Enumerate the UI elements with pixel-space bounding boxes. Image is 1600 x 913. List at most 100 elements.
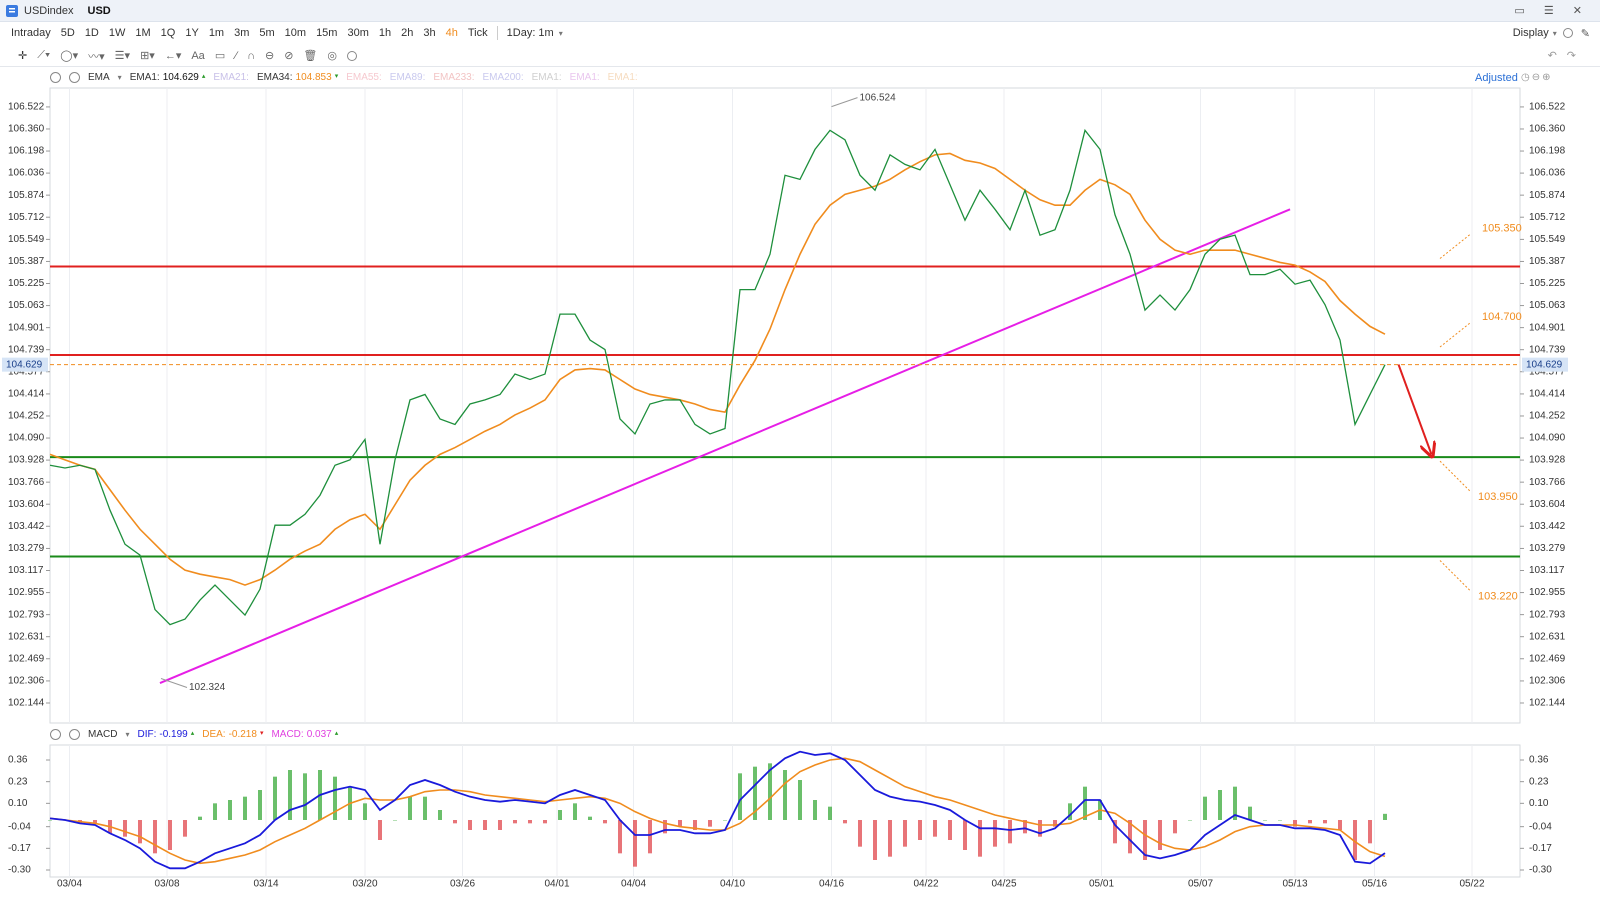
macd-bar <box>888 820 892 857</box>
wave-tool[interactable]: 〰▾ <box>88 50 105 63</box>
macd-bar <box>1203 796 1207 820</box>
period-tab[interactable]: 5m <box>259 27 275 39</box>
macd-bar <box>528 820 532 824</box>
legend-entry[interactable]: EMA200: <box>483 72 524 83</box>
macd-bar <box>948 820 952 840</box>
legend-name: DEA: <box>202 729 226 740</box>
y-tick-label: 105.063 <box>8 300 45 311</box>
close-icon[interactable] <box>69 729 80 740</box>
macd-bar <box>453 820 457 824</box>
adjusted-toggle[interactable]: Adjusted <box>1475 72 1518 84</box>
settings-icon[interactable] <box>50 729 61 740</box>
macd-bar <box>873 820 877 860</box>
period-tab[interactable]: 1Q <box>160 27 176 39</box>
legend-entry[interactable]: EMA1: <box>608 72 638 83</box>
panel-controls[interactable]: ◷⊖⊕ <box>1521 72 1553 83</box>
macd-bar <box>1008 820 1012 844</box>
crosshair-tool[interactable]: ✛ <box>18 50 28 62</box>
fib-tool[interactable]: ☰▾ <box>114 50 131 62</box>
macd-bar <box>1083 786 1087 820</box>
y-tick-label: 0.23 <box>8 776 28 787</box>
period-tab[interactable]: 3m <box>234 27 250 39</box>
delete-tool[interactable]: 🗑 <box>303 50 318 62</box>
period-tab[interactable]: 1M <box>135 27 151 39</box>
lock-tool[interactable]: ⊖ <box>264 50 275 62</box>
display-menu[interactable]: Display <box>1512 27 1549 39</box>
shape-tool[interactable]: ◯▾ <box>60 50 79 62</box>
y-tick-label: 102.793 <box>1529 609 1566 620</box>
y-tick-label: 105.063 <box>1529 300 1566 311</box>
series-line <box>49 152 1386 586</box>
legend-entry[interactable]: EMA1: <box>570 72 600 83</box>
edit-icon[interactable]: ✎ <box>1580 27 1590 40</box>
period-tab[interactable]: 1Y <box>185 27 199 39</box>
indicator-name[interactable]: MACD <box>88 729 118 740</box>
period-tab[interactable]: 15m <box>316 27 338 39</box>
legend-entry[interactable]: DEA: -0.218 ▾ <box>202 729 263 740</box>
legend-name: MACD: <box>271 729 304 740</box>
period-tab[interactable]: 3h <box>423 27 436 39</box>
period-tab[interactable]: 5D <box>60 27 75 39</box>
legend-entry[interactable]: EMA233: <box>433 72 474 83</box>
x-tick-label: 05/13 <box>1282 879 1307 890</box>
settings-icon[interactable] <box>1562 28 1573 38</box>
legend-name: EMA1: <box>531 72 562 83</box>
y-tick-label: 105.874 <box>1529 190 1566 201</box>
settings-icon[interactable] <box>50 72 61 83</box>
x-tick-label: 04/22 <box>913 879 938 890</box>
y-tick-label: 105.549 <box>8 234 45 245</box>
period-tab[interactable]: 1m <box>208 27 225 39</box>
window-controls[interactable]: ▭ ☰ ✕ <box>1514 5 1590 17</box>
arrow-tool[interactable]: ←▾ <box>164 50 182 62</box>
y-tick-label: 105.712 <box>8 212 45 223</box>
pen-tool[interactable]: ∕ <box>235 49 238 62</box>
eye-tool[interactable]: ◎ <box>327 50 337 62</box>
legend-entry[interactable]: EMA89: <box>390 72 426 83</box>
macd-bar <box>168 820 172 850</box>
period-tab[interactable]: 1W <box>108 27 126 39</box>
close-icon[interactable] <box>69 72 80 83</box>
period-tab[interactable]: Intraday <box>11 27 51 39</box>
legend-entry[interactable]: MACD: 0.037 ▴ <box>271 729 338 740</box>
period-tab[interactable]: 4h <box>445 27 458 39</box>
period-tab[interactable]: 2h <box>401 27 414 39</box>
macd-bar <box>213 803 217 820</box>
period-tab[interactable]: Tick <box>467 27 488 39</box>
legend-entry[interactable]: DIF: -0.199 ▴ <box>137 729 194 740</box>
period-tab[interactable]: 30m <box>347 27 369 39</box>
last-price-box <box>2 357 48 372</box>
y-tick-label: 103.279 <box>8 543 45 554</box>
legend-entry[interactable]: EMA1: 104.629 ▴ <box>130 72 206 83</box>
y-tick-label: 102.469 <box>8 653 45 664</box>
macd-bar <box>1233 786 1237 820</box>
period-tab[interactable]: 1D <box>84 27 99 39</box>
hide-tool[interactable]: ⊘ <box>284 50 294 62</box>
measure-tool[interactable]: ⊞▾ <box>140 50 155 62</box>
line-tool[interactable]: ⟋▾ <box>37 49 51 61</box>
undo-redo[interactable]: ↶↷ <box>1547 50 1586 62</box>
legend-entry[interactable]: EMA1: <box>532 72 562 83</box>
legend-name: EMA34: <box>256 72 293 83</box>
legend-entry[interactable]: EMA21: <box>213 72 249 83</box>
legend-entry[interactable]: EMA55: <box>346 72 382 83</box>
symbol[interactable]: USD <box>87 4 111 17</box>
tool-settings[interactable] <box>346 50 357 61</box>
legend-entry[interactable]: EMA34: 104.853 ▾ <box>257 72 338 83</box>
period-tab[interactable]: 10m <box>284 27 307 39</box>
macd-bar <box>438 810 442 820</box>
magnet-tool[interactable]: ∩ <box>247 49 255 62</box>
period-bar: Intraday 5D 1D 1W 1M 1Q 1Y 1m 3m 5m 10m 15m 30m 1h 2h 3… <box>0 22 1600 44</box>
day-setting[interactable]: 1Day: 1m <box>506 27 554 39</box>
divider <box>496 26 498 40</box>
app-icon <box>6 4 18 17</box>
indicator-name[interactable]: EMA <box>88 72 110 83</box>
level-leader <box>1439 560 1471 591</box>
period-tab[interactable]: 1h <box>378 27 392 39</box>
y-tick-label: 102.631 <box>8 631 45 642</box>
legend-name: EMA233: <box>433 72 475 83</box>
note-tool[interactable]: ▭ <box>214 50 226 62</box>
text-tool[interactable]: Aa <box>191 49 205 62</box>
y-tick-label: 103.928 <box>1529 455 1566 466</box>
macd-bar <box>498 820 502 830</box>
